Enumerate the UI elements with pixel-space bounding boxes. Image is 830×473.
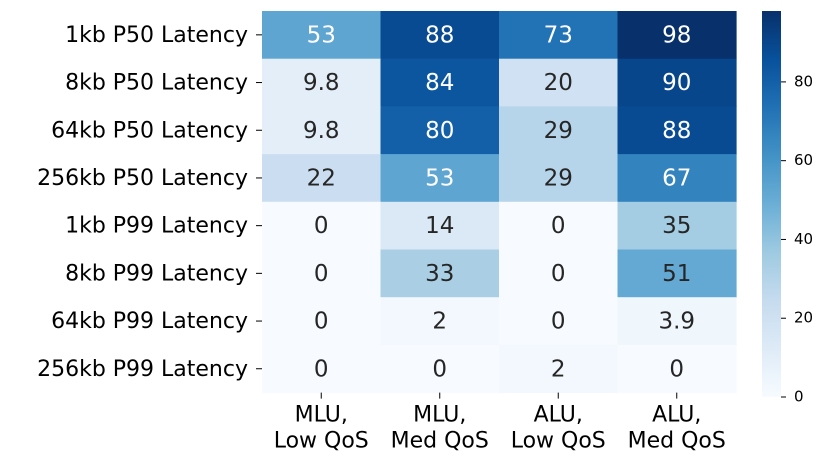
colorbar: 0 20 40 60 80 [762, 11, 813, 406]
row-label: 8kb P50 Latency [65, 71, 248, 96]
heatmap-cell [380, 297, 500, 346]
heatmap-cell [499, 344, 619, 394]
cell-value-label: 2 [551, 356, 566, 382]
row-label: 8kb P99 Latency [65, 261, 248, 286]
cell-value-label: 0 [432, 356, 447, 382]
heatmap-cell [262, 58, 382, 107]
cell-value-label: 53 [307, 22, 336, 48]
heatmap-cell [499, 106, 619, 155]
cell-value-label: 80 [425, 118, 454, 144]
cell-value-label: 0 [551, 213, 566, 239]
cell-value-label: 0 [314, 356, 329, 382]
colorbar-tick-label: 20 [794, 309, 813, 327]
heatmap-cell [262, 201, 382, 251]
heatmap-cell [380, 58, 500, 107]
column-label: Low QoS [274, 429, 369, 454]
cell-value-label: 0 [551, 309, 566, 335]
heatmap-cell [380, 106, 500, 155]
cell-value-label: 3.9 [658, 309, 695, 335]
cell-value-label: 2 [432, 309, 447, 335]
column-label: MLU, [413, 403, 466, 428]
cell-value-label: 0 [314, 261, 329, 287]
row-label: 64kb P50 Latency [51, 118, 248, 143]
heatmap-cell [499, 297, 619, 346]
cell-value-label: 73 [544, 22, 573, 48]
cell-value-label: 53 [425, 165, 454, 191]
heatmap-cell [499, 201, 619, 251]
heatmap-cell [617, 249, 737, 298]
cell-value-label: 90 [662, 70, 691, 96]
row-label: 1kb P50 Latency [65, 23, 248, 48]
cell-value-label: 29 [544, 118, 573, 144]
heatmap-cell [262, 154, 382, 203]
row-label: 1kb P99 Latency [65, 214, 248, 239]
column-label: Low QoS [511, 429, 606, 454]
heatmap-cell [617, 11, 737, 60]
cell-value-label: 0 [314, 213, 329, 239]
heatmap-cell [617, 297, 737, 346]
cell-value-label: 33 [425, 261, 454, 287]
cell-value-label: 51 [662, 261, 691, 287]
cell-value-label: 98 [662, 22, 691, 48]
cell-value-label: 88 [662, 118, 691, 144]
heatmap-cell [617, 344, 737, 394]
heatmap-cell [262, 297, 382, 346]
heatmap-cell [617, 201, 737, 251]
heatmap-cell [380, 249, 500, 298]
column-label: MLU, [295, 403, 348, 428]
colorbar-tick-label: 60 [794, 151, 813, 169]
cell-value-label: 9.8 [303, 70, 340, 96]
cell-value-label: 84 [425, 70, 454, 96]
row-label: 256kb P50 Latency [37, 166, 248, 191]
heatmap-cell [499, 154, 619, 203]
heatmap-cell [380, 154, 500, 203]
cell-value-label: 35 [662, 213, 691, 239]
heatmap-cell [262, 106, 382, 155]
heatmap-cell [499, 58, 619, 107]
colorbar-tick-label: 80 [794, 72, 813, 90]
row-label: 256kb P99 Latency [37, 357, 248, 382]
column-label: ALU, [652, 403, 701, 428]
heatmap-cell [380, 11, 500, 60]
cell-value-label: 9.8 [303, 118, 340, 144]
heatmap-cell [262, 11, 382, 60]
colorbar-tick-label: 40 [794, 230, 813, 248]
heatmap-cell [262, 249, 382, 298]
row-labels: 1kb P50 Latency 8kb P50 Latency 64kb P50 L… [37, 23, 262, 382]
cell-value-label: 88 [425, 22, 454, 48]
cell-value-label: 0 [314, 309, 329, 335]
heatmap-cell [380, 201, 500, 251]
colorbar-tick-label: 0 [794, 388, 804, 406]
heatmap-cell [617, 58, 737, 107]
heatmap-cell [499, 249, 619, 298]
heatmap-cell [617, 154, 737, 203]
cell-value-label: 22 [307, 165, 336, 191]
column-label: Med QoS [391, 429, 489, 454]
heatmap-cell [499, 11, 619, 60]
cell-value-label: 67 [662, 165, 691, 191]
cell-value-label: 20 [544, 70, 573, 96]
colorbar-gradient [762, 11, 781, 397]
cell-value-label: 0 [669, 356, 684, 382]
column-label: Med QoS [628, 429, 726, 454]
heatmap-cell [380, 344, 500, 394]
row-label: 64kb P99 Latency [51, 309, 248, 334]
heatmap-cell [262, 344, 382, 394]
cell-value-label: 14 [425, 213, 454, 239]
cell-value-label: 0 [551, 261, 566, 287]
heatmap-cell [617, 106, 737, 155]
column-label: ALU, [534, 403, 583, 428]
cell-value-label: 29 [544, 165, 573, 191]
